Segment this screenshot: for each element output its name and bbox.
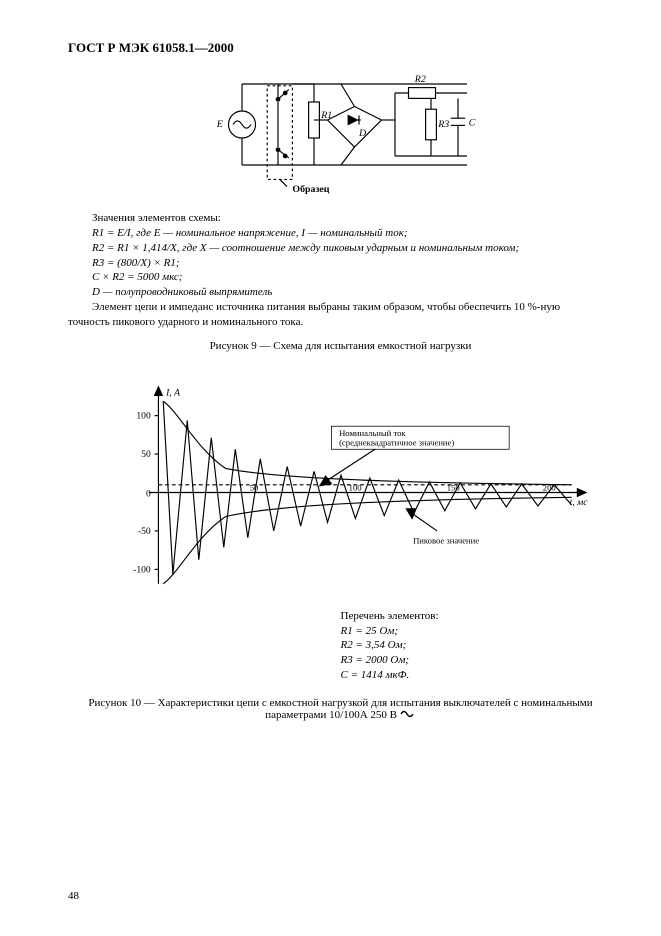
elem-title: Перечень элементов: — [341, 609, 591, 624]
svg-text:-100: -100 — [133, 564, 151, 575]
defs-lead: Значения элементов схемы: — [68, 211, 613, 226]
fig10-line1: Рисунок 10 — Характеристики цепи с емкос… — [88, 697, 592, 709]
peak-label: Пиковое значение — [413, 535, 479, 545]
fig10-line2: параметрами 10/100А 250 В — [265, 709, 397, 721]
lbl-C: C — [468, 117, 475, 128]
lbl-R3: R3 — [437, 119, 449, 130]
svg-text:50: 50 — [141, 449, 151, 460]
figure-9-caption: Рисунок 9 — Схема для испытания емкостно… — [68, 340, 613, 352]
lbl-R2: R2 — [413, 74, 425, 85]
svg-text:Номинальный ток: Номинальный ток — [339, 428, 406, 438]
lbl-sample: Образец — [292, 184, 329, 195]
elem-r1: R1 = 25 Ом; — [341, 625, 399, 637]
svg-text:50: 50 — [249, 482, 258, 492]
svg-text:150: 150 — [446, 482, 459, 492]
elem-r3: R3 = 2000 Ом; — [341, 654, 410, 666]
defs-tail2: точность пикового ударного и номинальног… — [68, 315, 613, 330]
lbl-E: E — [215, 119, 222, 130]
defs-cr2: С × R2 = 5000 мкс; — [92, 271, 182, 283]
defs-tail1: Элемент цепи и импеданс источника питани… — [68, 300, 613, 315]
figure-9-circuit: E R1 R2 R3 C D Образец — [206, 66, 476, 205]
elem-r2: R2 = 3,54 Ом; — [341, 639, 407, 651]
y-axis-label: I, А — [165, 387, 180, 398]
defs-d: D — полупроводниковый выпрямитель — [92, 286, 272, 298]
figure-10-caption: Рисунок 10 — Характеристики цепи с емкос… — [68, 697, 613, 721]
svg-text:100: 100 — [348, 482, 361, 492]
svg-text:-50: -50 — [137, 526, 150, 537]
svg-text:0: 0 — [145, 488, 150, 499]
definitions-block: Значения элементов схемы: R1 = Е/I, где … — [68, 211, 613, 330]
page-number: 48 — [68, 890, 79, 902]
defs-r3: R3 = (800/Х) × R1; — [92, 257, 180, 269]
doc-header: ГОСТ Р МЭК 61058.1—2000 — [68, 40, 613, 56]
elem-c: С = 1414 мкФ. — [341, 669, 410, 681]
element-list: Перечень элементов: R1 = 25 Ом; R2 = 3,5… — [341, 609, 591, 683]
svg-text:(среднеквадратичное значение): (среднеквадратичное значение) — [339, 437, 454, 447]
defs-r2: R2 = R1 × 1,414/Х, где Х — соотношение м… — [92, 242, 519, 254]
svg-text:200: 200 — [542, 482, 555, 492]
figure-10-chart: Номинальный ток (среднеквадратичное знач… — [91, 382, 591, 683]
svg-text:100: 100 — [136, 410, 151, 421]
defs-r1: R1 = Е/I, где Е — номинальное напряжение… — [92, 227, 408, 239]
lbl-R1: R1 — [320, 110, 332, 121]
x-axis-label: t, мс — [569, 497, 588, 508]
lbl-D: D — [358, 128, 366, 139]
